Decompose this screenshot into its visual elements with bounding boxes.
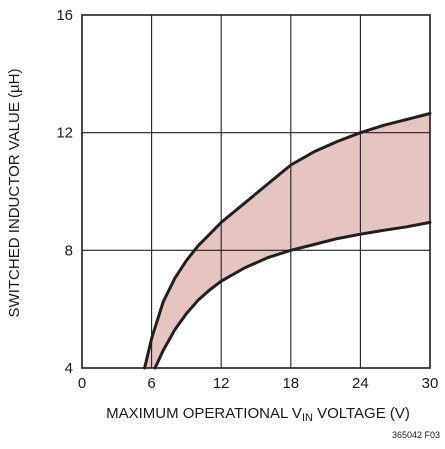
x-tick-label: 24 <box>352 375 369 392</box>
tick-label-layer: 0 6 12 18 24 30 4 8 12 16 <box>56 7 438 392</box>
x-tick-label: 18 <box>282 375 299 392</box>
band-fill <box>144 113 430 368</box>
band-fill-layer <box>144 113 430 368</box>
y-axis-title: SWITCHED INDUCTOR VALUE (µH) <box>6 69 23 318</box>
y-tick-label: 12 <box>56 125 73 142</box>
series-line-layer <box>143 112 432 370</box>
x-tick-label: 6 <box>147 375 155 392</box>
y-tick-label: 4 <box>65 360 73 377</box>
lower-bound-curve <box>153 220 432 370</box>
x-axis-title-subscript: IN <box>302 412 313 424</box>
y-tick-label: 16 <box>56 7 73 24</box>
x-axis-title: MAXIMUM OPERATIONAL VIN VOLTAGE (V) <box>106 405 410 424</box>
upper-bound-curve <box>143 112 432 370</box>
grid-layer <box>81 14 431 369</box>
x-tick-label: 30 <box>422 375 439 392</box>
figure-code: 365042 F03 <box>392 430 440 440</box>
x-tick-label: 12 <box>213 375 230 392</box>
x-tick-label: 0 <box>78 375 86 392</box>
x-axis-title-main: MAXIMUM OPERATIONAL V <box>106 405 302 422</box>
plot-frame <box>81 14 431 369</box>
x-axis-title-rest: VOLTAGE (V) <box>313 405 410 422</box>
y-tick-label: 8 <box>65 242 73 259</box>
